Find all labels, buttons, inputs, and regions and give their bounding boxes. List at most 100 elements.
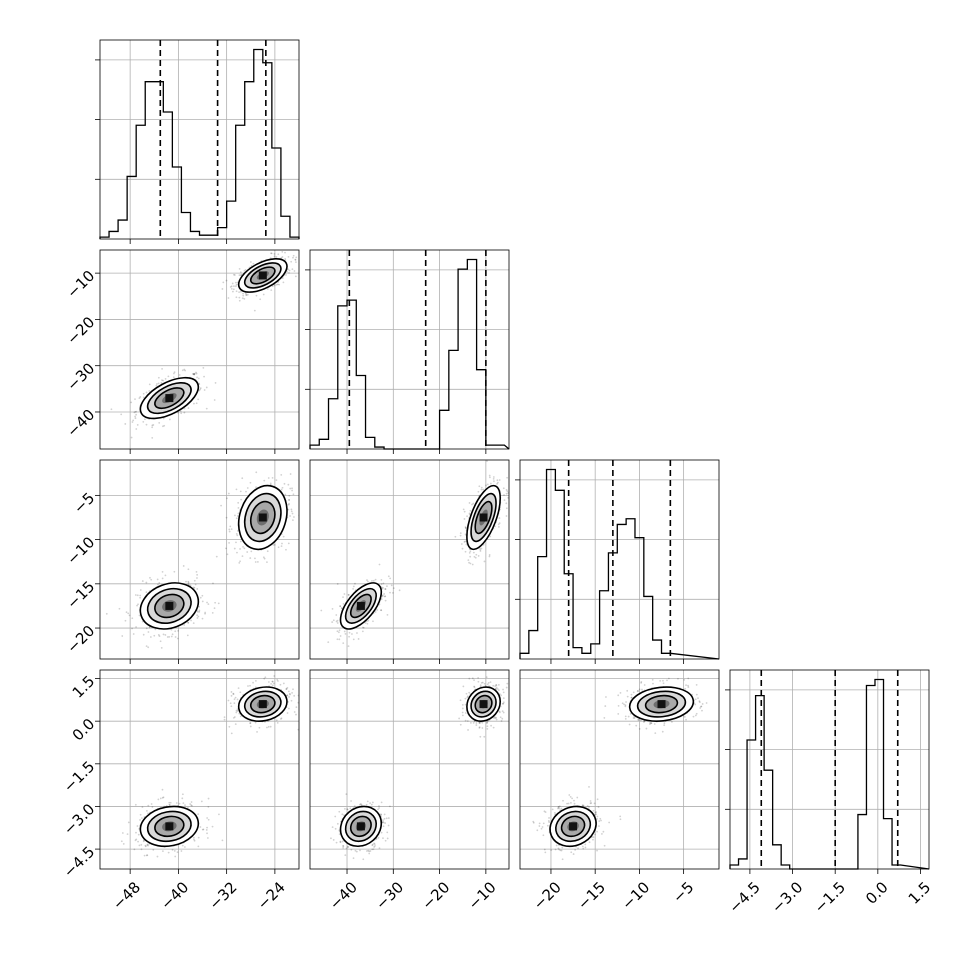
scatter-point [145,423,148,426]
scatter-point [463,510,466,513]
scatter-point [170,635,173,638]
scatter-point [236,530,239,532]
scatter-point [270,252,273,255]
scatter-point [195,570,198,573]
scatter-point [532,820,535,823]
scatter-point [570,801,572,804]
scatter-point [475,553,478,556]
scatter-point [211,825,214,828]
scatter-point [382,825,385,828]
scatter-point [473,685,476,688]
scatter-point [557,847,560,850]
scatter-point [236,698,239,701]
scatter-point [198,605,200,608]
scatter-point [506,682,509,685]
scatter-point [339,605,342,607]
scatter-point [201,828,204,831]
scatter-point [595,811,597,813]
scatter-point [367,619,370,622]
scatter-point [291,268,294,271]
scatter-point [295,713,297,716]
scatter-point [286,270,288,273]
scatter-point [162,425,164,428]
scatter-point [166,636,169,638]
scatter-point [380,609,383,612]
scatter-point [236,534,239,537]
scatter-point [371,801,374,804]
scatter-point [284,493,287,496]
scatter-point [250,550,253,553]
scatter-point [342,845,345,848]
scatter-point [122,843,125,845]
scatter-point [486,721,488,724]
scatter-point [151,436,154,439]
scatter-point [367,849,370,852]
scatter-point [331,826,334,829]
scatter-point [366,800,369,803]
scatter-point [497,683,500,686]
scatter-point [347,846,349,848]
histogram-1 [309,258,510,450]
scatter-point [490,724,492,727]
scatter-point [149,576,151,579]
scatter-point [461,547,464,550]
scatter-point [159,797,162,800]
scatter-point [230,732,233,735]
scatter-point [506,476,509,479]
scatter-point [489,535,492,538]
scatter-point [266,561,268,564]
scatter-point [226,553,229,556]
scatter-point [571,797,574,800]
scatter-point [488,474,491,477]
x-tick-label-1-3: −10 [465,878,500,913]
scatter-point [386,614,389,616]
scatter-point [359,802,362,805]
scatter-point [592,838,594,841]
scatter-point [464,703,467,706]
scatter-point [134,417,137,420]
scatter-point [345,793,348,796]
scatter-point [237,512,240,515]
scatter-point [160,381,163,384]
scatter-point [241,555,244,558]
scatter-point [198,609,201,612]
scatter-point [285,548,287,551]
scatter-point [120,840,123,843]
scatter-point [592,809,595,812]
scatter-point [496,481,499,484]
scatter-point [233,702,236,705]
scatter-point [137,833,140,836]
panel-frame-3-1 [309,669,510,870]
scatter-point [502,697,505,700]
scatter-point [139,589,142,591]
scatter-point [472,502,475,505]
scatter-point [156,855,159,858]
scatter-point [474,556,477,559]
scatter-point [554,848,557,851]
scatter-point [281,277,284,280]
scatter-point [153,634,156,637]
scatter-point [203,375,205,378]
scatter-point [361,630,364,633]
scatter-point [197,813,200,816]
scatter-point [150,803,153,805]
scatter-point [280,256,283,259]
scatter-point [389,805,391,808]
scatter-point [377,808,379,811]
scatter-point [239,548,241,550]
scatter-point [243,297,246,300]
scatter-point [255,486,257,489]
scatter-point [164,634,167,636]
scatter-point [211,612,214,614]
scatter-point [292,254,295,257]
scatter-point [593,802,596,805]
scatter-point [473,720,476,723]
scatter-point [581,804,584,807]
scatter-point [264,676,267,679]
scatter-point [332,619,335,622]
scatter-point [161,577,164,580]
scatter-point [498,710,501,713]
scatter-point [249,722,252,724]
scatter-point [147,646,150,649]
scatter-point [544,851,547,854]
